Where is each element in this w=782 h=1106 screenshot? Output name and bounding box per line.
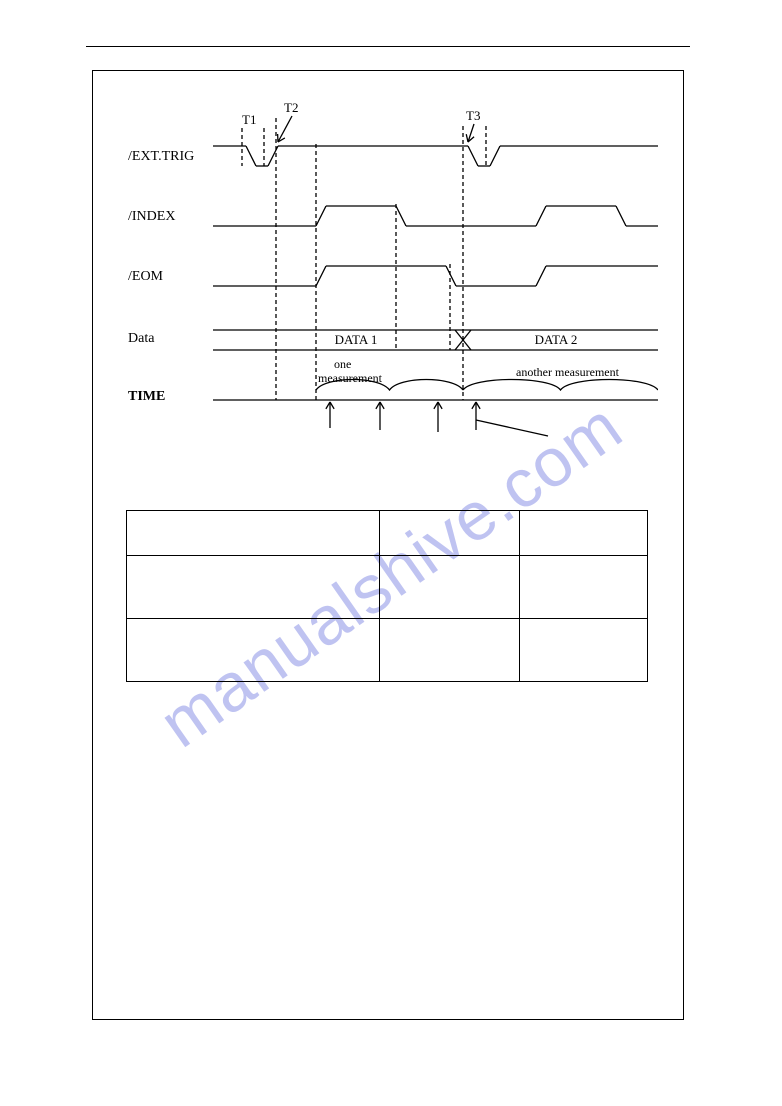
svg-text:T2: T2	[284, 100, 298, 115]
svg-text:T3: T3	[466, 108, 480, 123]
table-header-cell	[380, 511, 520, 556]
svg-text:one: one	[334, 357, 351, 371]
svg-text:another measurement: another measurement	[516, 365, 620, 379]
table-header-cell	[127, 511, 380, 556]
svg-text:DATA 2: DATA 2	[535, 332, 578, 347]
table-cell	[380, 556, 520, 619]
svg-text:/EXT.TRIG: /EXT.TRIG	[128, 149, 194, 164]
page-top-rule	[86, 46, 690, 47]
svg-text:Data: Data	[128, 331, 155, 346]
table-cell	[127, 619, 380, 682]
svg-text:T1: T1	[242, 112, 256, 127]
svg-text:TIME: TIME	[128, 389, 165, 404]
svg-text:DATA 1: DATA 1	[335, 332, 378, 347]
svg-text:/INDEX: /INDEX	[128, 209, 175, 224]
table-header-cell	[520, 511, 648, 556]
table-cell	[380, 619, 520, 682]
table-cell	[127, 556, 380, 619]
document-page: manualshive.com /EXT.TRIG/INDEX/EOMDataD…	[0, 0, 782, 1106]
timing-table	[126, 510, 648, 682]
table-cell	[520, 556, 648, 619]
timing-diagram: /EXT.TRIG/INDEX/EOM Data DATA 1 DATA 2 TIME o…	[118, 98, 658, 478]
table-cell	[520, 619, 648, 682]
svg-text:/EOM: /EOM	[128, 269, 164, 284]
